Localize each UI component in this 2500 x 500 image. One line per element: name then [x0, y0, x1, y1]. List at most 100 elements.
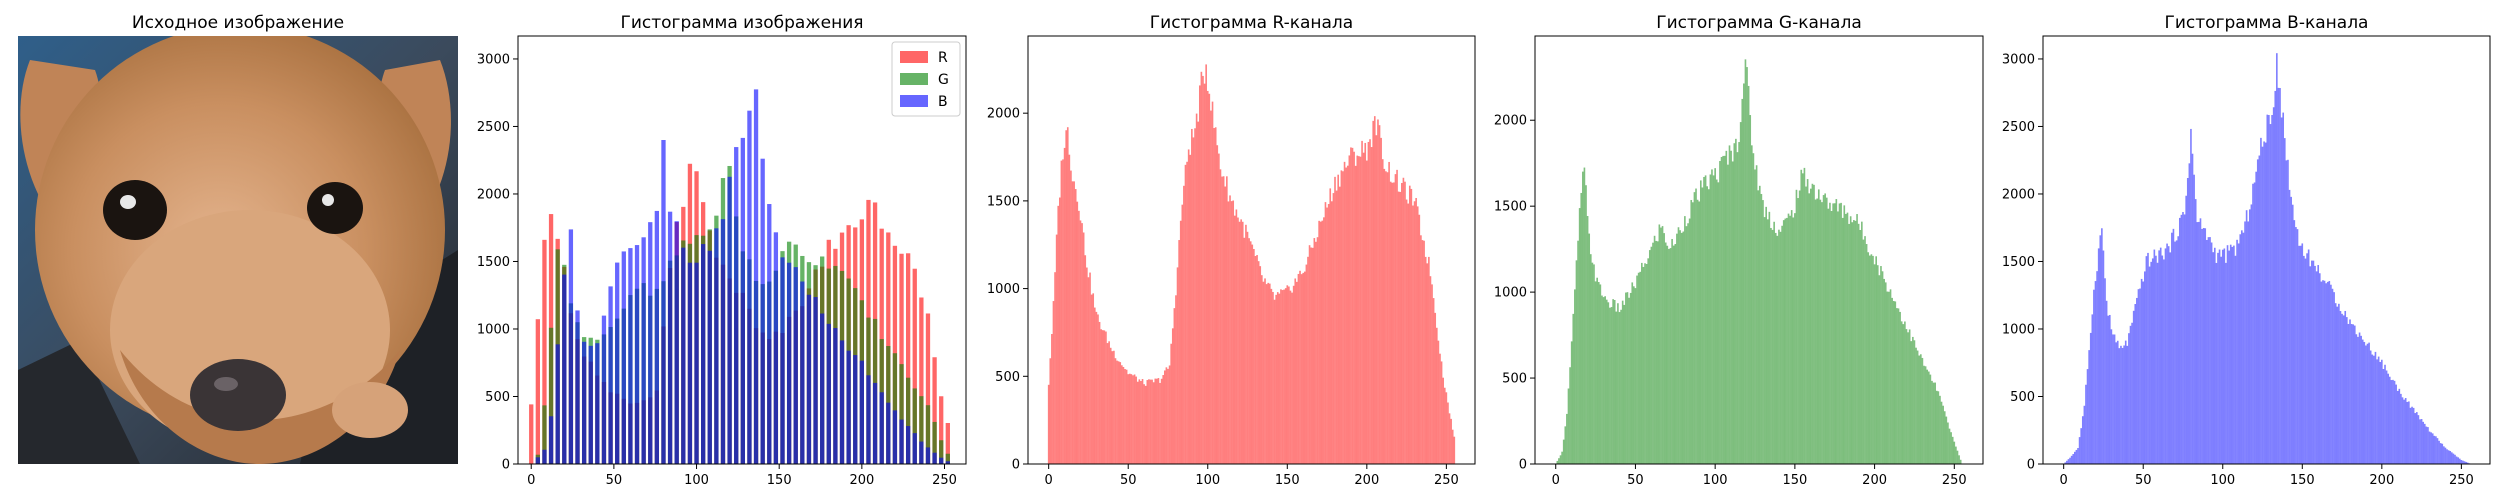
bar-g-77 [1677, 227, 1680, 464]
bar-r-158 [1299, 270, 1301, 464]
bar-r-172 [1321, 220, 1324, 464]
bar-b-184 [2355, 334, 2358, 464]
bar-g-215 [1897, 308, 1900, 464]
bar-g-81 [1684, 216, 1686, 464]
bar-b-70 [2174, 241, 2176, 464]
bar-g-9 [1569, 367, 1571, 464]
bar-g-137 [1773, 221, 1775, 464]
bar-g-85 [1690, 199, 1693, 465]
bar-b-25 [2102, 250, 2105, 464]
bar-g-108 [1727, 164, 1729, 464]
bar-b-69 [2172, 228, 2175, 464]
chart3-panel: Гистограмма G-канала 0 50 100 150 200 250 0 500 1… [1494, 13, 1984, 488]
bar-b-26 [2104, 278, 2106, 464]
bar-g-158 [1806, 179, 1809, 464]
bar-b-51 [2144, 271, 2146, 464]
bar-b-131 [2271, 115, 2273, 464]
bar-r-52 [1130, 374, 1133, 464]
bar-g-25 [1594, 281, 1597, 464]
bar-g-11 [1572, 313, 1575, 464]
bar-r-9 [1062, 159, 1064, 464]
bar-b-76 [2183, 214, 2186, 464]
bar-g-62 [1653, 235, 1656, 464]
bar-g-180 [1841, 217, 1844, 464]
bar-r-2 [1051, 334, 1053, 464]
bar-g-235 [1929, 374, 1932, 464]
bar-b-252 [945, 461, 950, 464]
bar-r-42 [1114, 358, 1117, 464]
bar-b-141 [2287, 159, 2289, 465]
bar-r-153 [1291, 292, 1293, 464]
bar-r-47 [1122, 366, 1125, 464]
bar-r-218 [1394, 174, 1397, 464]
bar-r-170 [1318, 220, 1320, 464]
bar-g-89 [1696, 199, 1699, 464]
bar-b-28 [575, 310, 580, 464]
bar-r-240 [925, 313, 931, 464]
bar-g-41 [1620, 309, 1622, 464]
bar-r-51 [1129, 373, 1131, 464]
bar-g-182 [1845, 213, 1847, 464]
bar-b-48 [608, 286, 613, 464]
bar-r-90 [1191, 128, 1193, 464]
bar-r-3 [1052, 301, 1055, 464]
bar-g-48 [1631, 282, 1634, 464]
bar-b-37 [2121, 347, 2124, 464]
bar-b-212 [879, 392, 884, 464]
bar-b-59 [2156, 262, 2159, 464]
bar-b-16 [2088, 350, 2090, 464]
bar-r-21 [1081, 223, 1083, 464]
bar-r-192 [1353, 151, 1355, 465]
bar-r-144 [1276, 292, 1279, 464]
bar-r-239 [1428, 256, 1430, 464]
bar-b-92 [2209, 237, 2211, 464]
chart2-series-r [1047, 64, 1456, 465]
bar-r-18 [1076, 201, 1079, 465]
bar-r-17 [1074, 189, 1077, 465]
bar-r-36 [1105, 331, 1107, 464]
bar-b-254 [2466, 462, 2469, 464]
bar-b-166 [2326, 281, 2329, 464]
bar-g-176 [1835, 199, 1838, 465]
bar-g-46 [1628, 297, 1630, 464]
bar-g-80 [1682, 231, 1685, 464]
bar-g-64 [1656, 241, 1659, 464]
y-tick-label: 500 [485, 390, 510, 405]
bar-r-152 [1289, 290, 1292, 464]
bar-r-121 [1240, 219, 1242, 464]
bar-r-86 [1184, 164, 1187, 464]
bar-b-113 [2242, 232, 2245, 464]
bar-r-6 [1057, 205, 1060, 464]
bar-b-196 [853, 355, 858, 464]
bar-g-130 [1762, 200, 1764, 464]
bar-b-78 [2186, 177, 2189, 465]
bar-b-99 [2220, 256, 2222, 464]
bar-r-79 [1173, 308, 1176, 464]
bar-b-149 [2299, 245, 2302, 464]
bar-r-53 [1132, 375, 1134, 464]
bar-g-39 [1617, 303, 1619, 464]
bar-b-128 [2266, 114, 2269, 464]
bar-g-15 [1578, 208, 1581, 464]
bar-b-190 [2365, 345, 2367, 464]
bar-b-114 [2244, 221, 2246, 464]
bar-b-58 [2155, 255, 2157, 464]
bar-g-143 [1782, 220, 1785, 464]
bar-g-67 [1661, 226, 1664, 464]
bar-r-78 [1171, 328, 1174, 464]
bar-r-112 [1226, 176, 1228, 464]
bar-r-181 [1335, 190, 1338, 464]
bar-b-34 [2116, 340, 2119, 464]
chart3-series-g [1556, 59, 1962, 465]
bar-g-128 [1758, 185, 1761, 464]
bar-r-131 [1256, 255, 1258, 464]
legend-label-g: G [938, 72, 949, 88]
bar-g-28 [1599, 284, 1602, 464]
bar-r-191 [1351, 147, 1354, 465]
bar-r-147 [1281, 290, 1284, 464]
bar-g-145 [1786, 217, 1788, 464]
bar-r-10 [1063, 147, 1066, 464]
bar-r-19 [1078, 210, 1080, 464]
